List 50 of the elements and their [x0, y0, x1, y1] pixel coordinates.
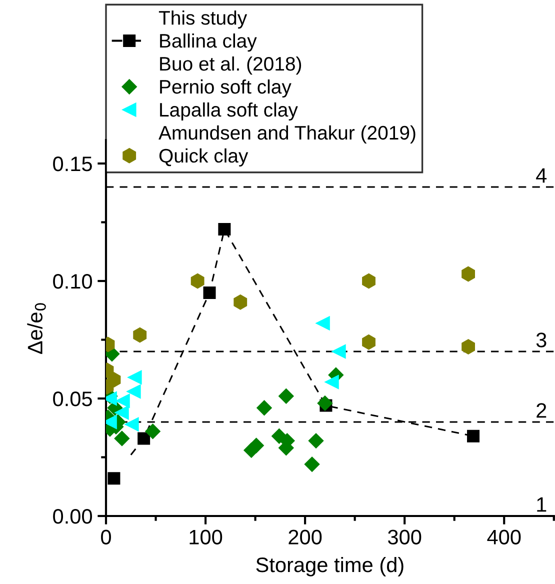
annotation: 3 [536, 332, 546, 348]
legend-label: Pernio soft clay [160, 79, 292, 98]
x-tick-label: 100 [190, 530, 222, 544]
annotation: 2 [536, 403, 546, 418]
x-tick-label: 300 [388, 530, 422, 544]
annotation: 4 [536, 168, 547, 183]
point [203, 286, 216, 299]
point [108, 472, 120, 485]
y-tick-label: 0.10 [53, 274, 92, 289]
point [244, 442, 259, 458]
y-tick-label: 0.15 [53, 156, 92, 172]
point [256, 400, 272, 416]
y-tick-label: 0.00 [53, 509, 92, 524]
point [467, 430, 480, 442]
legend-label: Quick clay [159, 148, 248, 167]
point [362, 334, 376, 350]
point [133, 327, 147, 343]
legend-label: Lapalla soft clay [160, 102, 298, 121]
point [145, 424, 160, 439]
point [308, 433, 324, 448]
point [462, 339, 475, 354]
text: Buo et al. (2018) [160, 56, 302, 75]
point [114, 406, 129, 420]
text: This study [158, 10, 248, 29]
y-tick-label: 0.05 [53, 392, 92, 406]
point [362, 273, 376, 289]
point [317, 396, 333, 411]
point [190, 273, 204, 289]
x-tick-label: 0 [101, 530, 111, 544]
point [128, 370, 142, 384]
point [278, 388, 294, 404]
point [332, 344, 346, 358]
annotation: Amundsen and Thakur (2019) [158, 125, 416, 144]
point [234, 294, 248, 310]
x-axis-title: Storage time (d) [256, 556, 404, 576]
x-tick-label: 200 [288, 530, 322, 544]
y-axis-title: Δe/e$_{0}$ [27, 303, 46, 354]
legend-label: Ballina clay [160, 33, 257, 52]
point [304, 456, 320, 472]
point [324, 375, 339, 389]
point [316, 316, 330, 330]
point [126, 384, 141, 398]
x-tick-label: 400 [487, 530, 521, 544]
point [124, 417, 139, 432]
annotation: 1 [537, 497, 546, 512]
point [218, 223, 231, 236]
point [462, 266, 475, 282]
point [116, 394, 130, 408]
point [138, 432, 150, 445]
point [114, 430, 130, 446]
